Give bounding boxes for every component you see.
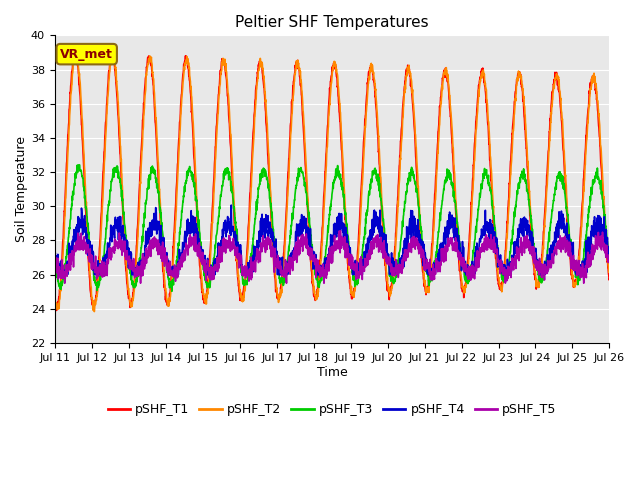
pSHF_T1 — [361, 127, 369, 132]
pSHF_T3 — [206, 277, 214, 283]
pSHF_T3 — [572, 275, 580, 280]
pSHF_T2 — [206, 265, 214, 271]
pSHF_T2 — [361, 137, 369, 143]
pSHF_T2 — [557, 96, 564, 101]
pSHF_T3 — [168, 288, 176, 294]
pSHF_T3 — [557, 171, 564, 177]
pSHF_T4 — [227, 202, 235, 208]
pSHF_T5 — [605, 253, 613, 259]
pSHF_T4 — [56, 272, 64, 277]
pSHF_T5 — [206, 276, 214, 281]
pSHF_T5 — [61, 280, 68, 286]
pSHF_T5 — [361, 264, 369, 269]
pSHF_T3 — [605, 255, 613, 261]
pSHF_T1 — [52, 308, 60, 313]
Line: pSHF_T1: pSHF_T1 — [55, 51, 609, 311]
pSHF_T4 — [361, 252, 369, 258]
pSHF_T3 — [361, 234, 369, 240]
pSHF_T4 — [494, 264, 502, 270]
pSHF_T1 — [494, 277, 502, 283]
Line: pSHF_T3: pSHF_T3 — [55, 165, 609, 291]
pSHF_T1 — [572, 278, 580, 284]
pSHF_T1 — [206, 253, 214, 259]
pSHF_T4 — [557, 224, 564, 230]
Legend: pSHF_T1, pSHF_T2, pSHF_T3, pSHF_T4, pSHF_T5: pSHF_T1, pSHF_T2, pSHF_T3, pSHF_T4, pSHF… — [102, 398, 561, 421]
Text: VR_met: VR_met — [60, 48, 113, 60]
pSHF_T4 — [605, 253, 613, 259]
pSHF_T5 — [51, 270, 59, 276]
pSHF_T2 — [90, 309, 98, 314]
pSHF_T3 — [494, 247, 502, 253]
Title: Peltier SHF Temperatures: Peltier SHF Temperatures — [236, 15, 429, 30]
pSHF_T2 — [572, 282, 580, 288]
pSHF_T4 — [349, 272, 356, 277]
pSHF_T5 — [557, 241, 564, 247]
pSHF_T5 — [572, 262, 580, 268]
Line: pSHF_T5: pSHF_T5 — [55, 231, 609, 283]
pSHF_T1 — [51, 301, 59, 307]
pSHF_T1 — [72, 48, 79, 54]
pSHF_T4 — [206, 272, 214, 277]
pSHF_T5 — [494, 259, 502, 265]
pSHF_T5 — [349, 254, 356, 260]
pSHF_T2 — [51, 292, 59, 298]
pSHF_T4 — [572, 272, 580, 277]
pSHF_T2 — [349, 293, 356, 299]
pSHF_T5 — [337, 228, 344, 234]
Line: pSHF_T4: pSHF_T4 — [55, 205, 609, 275]
pSHF_T3 — [349, 267, 356, 273]
pSHF_T3 — [76, 162, 83, 168]
pSHF_T1 — [557, 109, 564, 115]
pSHF_T3 — [51, 261, 59, 267]
Y-axis label: Soil Temperature: Soil Temperature — [15, 136, 28, 242]
pSHF_T2 — [494, 264, 502, 270]
pSHF_T4 — [51, 263, 59, 269]
Line: pSHF_T2: pSHF_T2 — [55, 51, 609, 312]
pSHF_T2 — [605, 269, 613, 275]
pSHF_T1 — [605, 276, 613, 282]
X-axis label: Time: Time — [317, 365, 348, 379]
pSHF_T1 — [349, 292, 356, 298]
pSHF_T2 — [72, 48, 79, 54]
